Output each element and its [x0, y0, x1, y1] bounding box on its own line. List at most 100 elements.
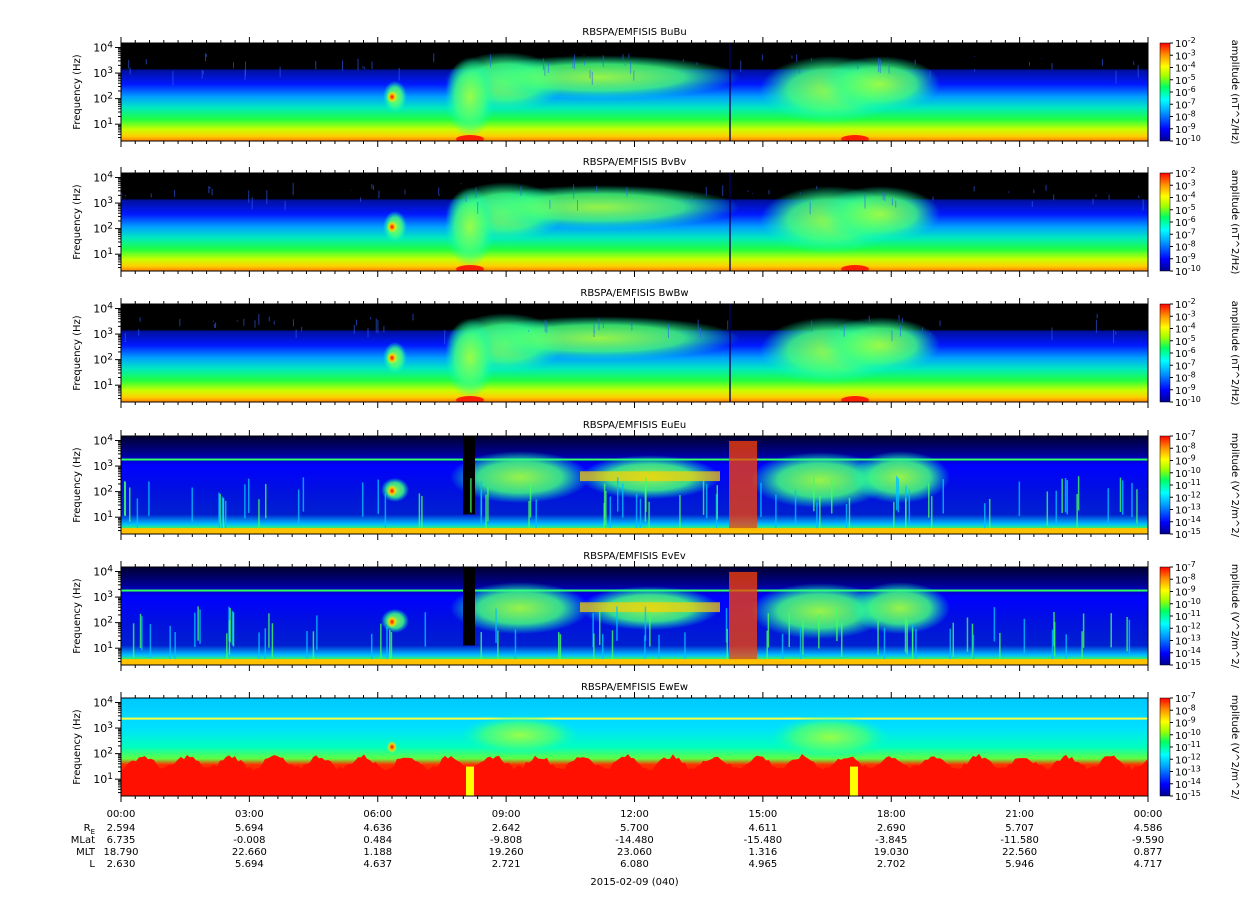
noise-streak [1033, 189, 1035, 194]
noise-streak [574, 54, 576, 70]
noise-streak [630, 61, 632, 74]
colorbar-tick-label: 10-8 [1175, 240, 1196, 254]
noise-streak [268, 613, 270, 648]
noise-streak [949, 628, 952, 664]
wave-feature-4 [445, 56, 495, 137]
noise-streak [572, 60, 574, 69]
colorbar-tick-label: 10-12 [1175, 621, 1201, 635]
noise-streak [439, 194, 441, 196]
y-tick-label: 102 [93, 92, 113, 106]
noise-streak [231, 610, 234, 646]
colorbar-tick-label: 10-15 [1175, 527, 1201, 541]
noise-streak [972, 634, 975, 665]
noise-streak [1101, 59, 1103, 66]
colorbar-tick-label-base: 10 [1175, 100, 1188, 111]
colorbar-tick-label: 10-14 [1175, 515, 1201, 529]
noise-streak [576, 200, 578, 211]
noise-streak [132, 623, 135, 658]
noise-streak [891, 330, 893, 342]
noise-streak [602, 322, 604, 329]
noise-streak [796, 54, 798, 62]
colorbar-tick-label-exp: -11 [1188, 478, 1201, 487]
noise-streak [603, 483, 606, 519]
noise-streak [809, 201, 811, 215]
colorbar-tick-label-exp: -11 [1188, 740, 1201, 749]
noise-streak [179, 318, 181, 327]
ephemeris-value: 2.721 [492, 859, 521, 870]
noise-streak [315, 61, 317, 70]
hotspot [387, 351, 397, 364]
noise-streak [573, 184, 575, 199]
noise-streak [398, 67, 400, 81]
ephemeris-value: 2.690 [877, 823, 906, 834]
burst-region [729, 440, 757, 534]
ephemeris-value: 1.316 [749, 847, 778, 858]
colorbar-tick-label-exp: -4 [1188, 322, 1196, 331]
colorbar-tick-label-base: 10 [1175, 600, 1188, 611]
time-label: 15:00 [748, 809, 777, 820]
noise-streak [404, 189, 406, 195]
noise-streak [1119, 477, 1122, 512]
noise-streak [372, 185, 374, 190]
colorbar-tick-label-base: 10 [1175, 575, 1188, 586]
colorbar-tick-label-exp: -14 [1188, 515, 1201, 524]
noise-streak [819, 496, 821, 531]
ephemeris-value: 4.965 [749, 859, 778, 870]
noise-streak [145, 59, 147, 65]
colorbar-tick-label-base: 10 [1175, 637, 1188, 648]
colorbar-tick-label-exp: -14 [1188, 646, 1201, 655]
noise-streak [169, 625, 171, 661]
y-tick-label: 104 [93, 171, 113, 185]
colorbar-tick-label-base: 10 [1175, 125, 1188, 136]
ephemeris-value: -15.480 [744, 835, 783, 846]
y-tick-label-exp: 2 [107, 353, 113, 363]
ephemeris-value: 2.594 [107, 823, 136, 834]
noise-streak [794, 490, 797, 525]
noise-streak [377, 479, 379, 514]
noise-streak [214, 322, 216, 329]
wave-feature-1 [460, 316, 740, 361]
noise-streak [602, 55, 604, 67]
colorbar-tick-label-base: 10 [1175, 39, 1188, 50]
noise-streak [236, 320, 238, 322]
ephemeris-value: 2.630 [107, 859, 136, 870]
noise-streak [370, 633, 373, 665]
noise-streak [840, 622, 843, 657]
noise-streak [722, 185, 724, 196]
noise-streak [370, 317, 372, 320]
colorbar-tick-label: 10-7 [1175, 227, 1196, 241]
noise-streak [591, 71, 593, 85]
noise-streak [593, 323, 595, 338]
hotspot-bottom [456, 265, 484, 271]
y-tick-label-exp: 1 [107, 641, 113, 651]
colorbar-tick-label-exp: -7 [1188, 358, 1196, 367]
y-tick-label-base: 10 [93, 197, 107, 210]
colorbar-tick-label-base: 10 [1175, 563, 1188, 574]
noise-streak [266, 190, 268, 204]
noise-streak [224, 500, 227, 534]
time-label: 09:00 [492, 809, 521, 820]
y-tick-label: 104 [93, 565, 113, 579]
colorbar-tick-label-base: 10 [1175, 588, 1188, 599]
spectrogram-image [121, 567, 1148, 665]
colorbar-tick-label-base: 10 [1175, 349, 1188, 360]
y-tick-label-base: 10 [93, 223, 107, 236]
noise-streak [129, 67, 131, 75]
noise-streak [768, 190, 770, 195]
noise-streak [816, 502, 818, 534]
noise-streak [201, 70, 203, 79]
noise-streak [973, 56, 975, 57]
colorbar-tick-label: 10-7 [1175, 97, 1196, 111]
wave-feature-0 [450, 582, 590, 635]
colorbar-tick-label-exp: -15 [1188, 789, 1201, 798]
noise-streak [480, 632, 482, 665]
noise-streak [139, 317, 141, 322]
ephemeris-value: 4.586 [1134, 823, 1163, 834]
date-label: 2015-02-09 (040) [590, 877, 678, 888]
noise-streak [248, 190, 250, 203]
low-freq-band [121, 528, 1148, 534]
noise-streak [908, 489, 911, 524]
noise-streak [535, 499, 537, 534]
noise-streak [1115, 331, 1117, 335]
colorbar-tick-label-base: 10 [1175, 506, 1188, 517]
